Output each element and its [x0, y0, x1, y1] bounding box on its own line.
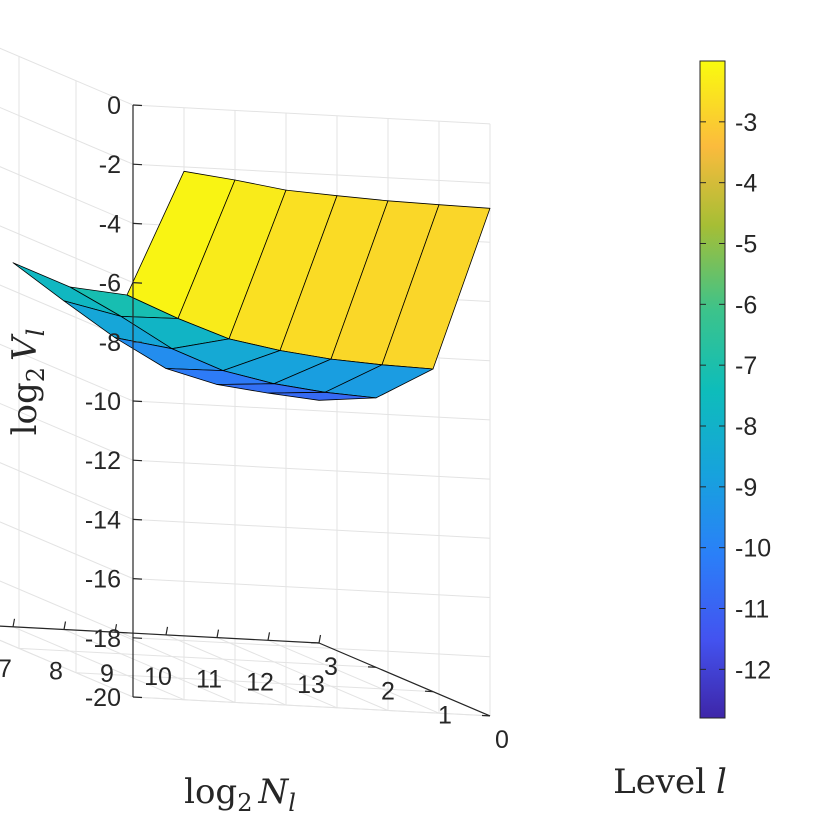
x-tick-label: 8: [49, 658, 63, 686]
x-tick-label: 13: [297, 671, 325, 699]
z-tick-label: -2: [99, 151, 121, 179]
y-tick-label: 1: [438, 702, 452, 730]
z-tick-mark: [132, 518, 143, 521]
floor-grid-line: [114, 631, 287, 706]
wall-grid-line: [0, 47, 134, 106]
colorbar-tick-label: -4: [735, 170, 757, 198]
floor-grid-line: [75, 672, 434, 693]
x-tick-label: 11: [196, 666, 222, 694]
colorbar: [699, 60, 726, 719]
wall-grid-line: [0, 166, 134, 224]
wall-grid-line: [0, 402, 134, 461]
z-tick-mark: [132, 578, 143, 580]
colorbar-tick-label: -10: [735, 535, 771, 563]
z-axis-title: log2Vl: [5, 329, 50, 436]
x-tick-label: 10: [144, 663, 172, 691]
z-tick-label: -14: [85, 506, 121, 534]
x-tick-label: 9: [100, 660, 114, 688]
z-tick-mark: [132, 104, 143, 107]
x-tick-mark: [63, 621, 67, 630]
colorbar-gradient: [699, 60, 726, 719]
colorbar-tick-label: -6: [735, 291, 757, 319]
z-tick-label: -8: [99, 329, 121, 357]
axes: [0, 104, 491, 717]
x-axis-line: [0, 625, 320, 644]
colorbar-tick-label: -11: [735, 596, 769, 624]
y-tick-label: 0: [495, 726, 509, 754]
x-tick-mark: [12, 618, 16, 627]
floor-grid-line: [63, 629, 236, 703]
wall-grid-line: [132, 578, 491, 598]
colorbar-tick-label: -8: [735, 413, 757, 441]
z-tick-mark: [132, 222, 143, 225]
wall-grid-line: [0, 225, 134, 284]
wall-grid-line: [132, 696, 491, 717]
z-tick-mark: [132, 400, 143, 403]
y-axis-title: Level l: [613, 762, 727, 802]
z-tick-label: -18: [85, 625, 121, 653]
z-tick-label: -12: [85, 447, 121, 475]
colorbar-tick-label: -5: [735, 231, 757, 259]
z-tick-mark: [132, 163, 143, 166]
wall-grid-line: [0, 580, 134, 639]
wall-grid-line: [132, 518, 491, 539]
x-tick-mark: [216, 629, 220, 638]
x-tick-label: 7: [0, 655, 12, 683]
z-tick-mark: [132, 341, 143, 343]
floor-grid-line: [165, 634, 338, 709]
wall-grid-line: [132, 400, 491, 421]
wall-grid-line: [132, 104, 491, 125]
z-tick-label: -16: [85, 566, 121, 594]
z-tick-label: -20: [85, 684, 121, 712]
colorbar-ticks: -3 -4 -5 -6 -7 -8 -9 -10 -11 -12: [700, 109, 771, 684]
z-tick-label: 0: [107, 92, 121, 120]
z-tick-mark: [132, 696, 143, 699]
z-tick-label: -6: [99, 270, 121, 298]
z-tick-label: -4: [99, 210, 121, 238]
wall-grid-line: [0, 521, 134, 580]
colorbar-tick-label: -7: [735, 352, 757, 380]
y-tick-label: 3: [324, 653, 338, 681]
x-tick-mark: [267, 632, 271, 641]
wall-grid-line: [132, 163, 491, 184]
y-axis-line: [318, 642, 491, 717]
z-tick-mark: [132, 459, 143, 462]
wall-grid-line: [132, 459, 491, 480]
wall-grid-line: [0, 639, 134, 698]
z-tick-mark: [132, 282, 143, 284]
surface-patch: [267, 391, 377, 401]
z-tick-mark: [132, 637, 143, 639]
x-tick-mark: [114, 624, 118, 633]
wall-grid-line: [132, 637, 491, 658]
x-axis-title: log2 Nl: [184, 772, 296, 817]
y-tick-label: 2: [381, 677, 395, 705]
colorbar-tick-label: -3: [735, 109, 757, 137]
floor-grid-line: [12, 626, 185, 701]
colorbar-tick-label: -12: [735, 656, 771, 684]
x-tick-label: 12: [246, 668, 274, 696]
x-tick-mark: [165, 626, 169, 636]
floor-grid-line: [267, 639, 440, 714]
floor-grid-line: [216, 637, 389, 711]
tick-labels: 0-2-4-6-8-10-12-14-16-18-206789101112130…: [0, 92, 509, 754]
wall-grid-line: [0, 106, 134, 165]
wall-grid-line: [0, 343, 134, 402]
surface-patches: [12, 170, 491, 401]
wall-grid-line: [0, 462, 134, 520]
floor-grid-line: [18, 647, 377, 668]
colorbar-tick-label: -9: [735, 474, 757, 502]
x-tick-mark: [318, 634, 322, 644]
z-tick-label: -10: [85, 388, 121, 416]
